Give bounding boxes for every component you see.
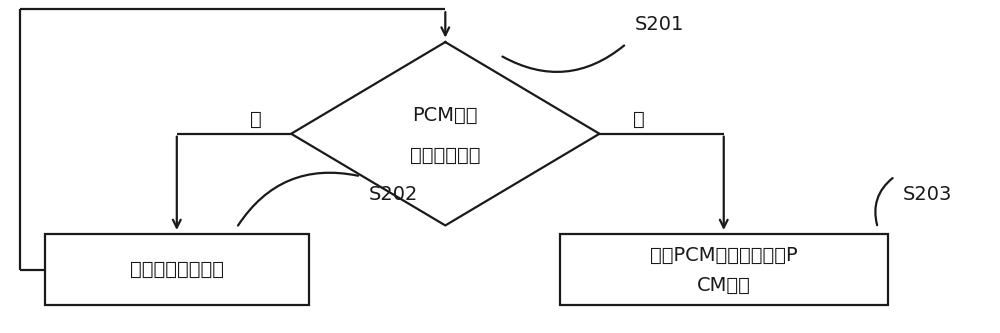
Text: 否: 否	[633, 110, 645, 129]
FancyArrowPatch shape	[875, 178, 893, 225]
Text: PCM缓存: PCM缓存	[413, 106, 478, 125]
Text: S202: S202	[369, 185, 418, 204]
Text: 是: 是	[250, 110, 262, 129]
Text: 是否有写操作: 是否有写操作	[410, 146, 481, 165]
Bar	[45, 234, 309, 305]
Text: S203: S203	[903, 185, 952, 204]
Text: 读取PCM缓存中存储的P: 读取PCM缓存中存储的P	[650, 246, 798, 265]
FancyArrowPatch shape	[238, 173, 358, 225]
Bar	[560, 234, 888, 305]
Text: 等待第二预设时间: 等待第二预设时间	[130, 260, 224, 279]
Text: CM数据: CM数据	[697, 276, 751, 295]
Text: S201: S201	[634, 15, 684, 34]
FancyArrowPatch shape	[502, 46, 624, 72]
